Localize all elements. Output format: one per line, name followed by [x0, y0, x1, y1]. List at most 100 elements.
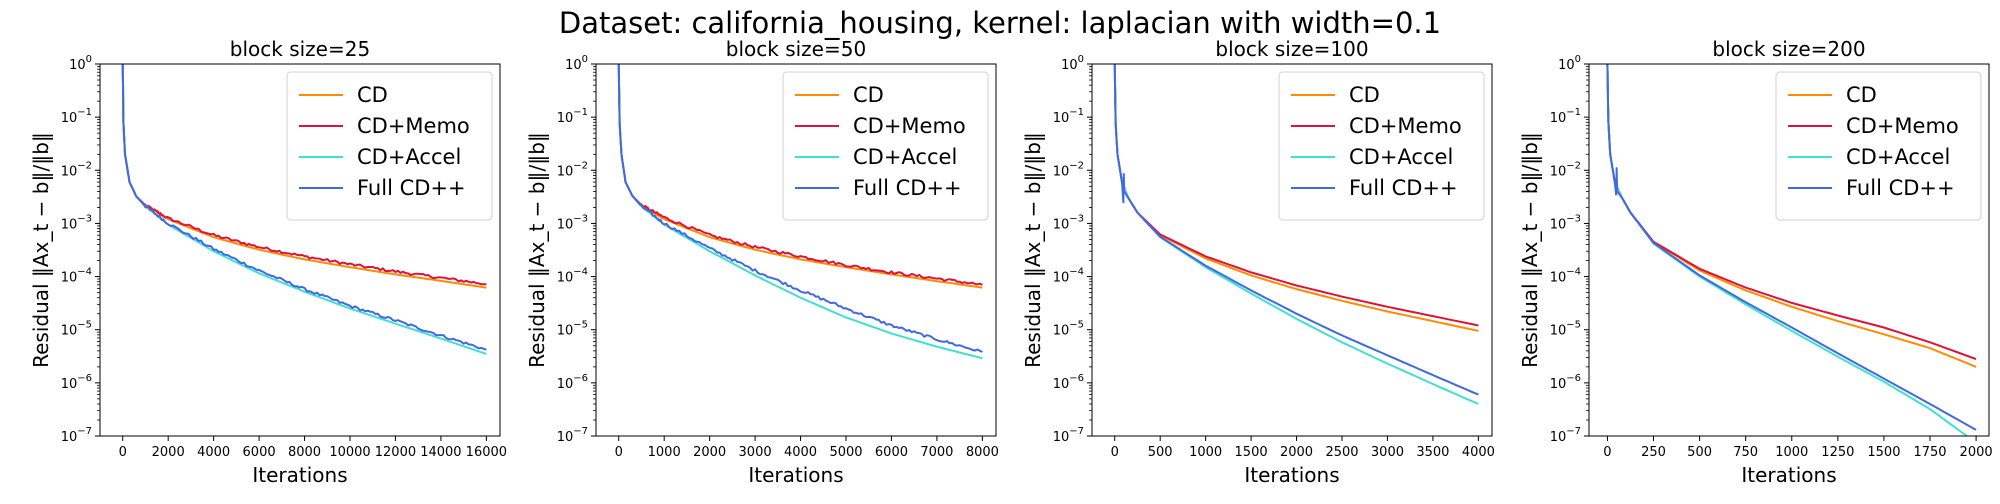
chart-panel-2: block size=50 0 1000 2000 3000 4000 5000 6000 70…	[525, 37, 999, 487]
y-tick-label: 10−2	[61, 160, 92, 179]
plot-frame	[595, 63, 997, 437]
legend-label: Full CD++	[853, 176, 962, 200]
x-tick-label: 1250	[1821, 445, 1854, 460]
y-tick-label: 10−5	[1053, 320, 1084, 339]
x-tick-label: 3000	[1371, 445, 1404, 460]
panel-title: block size=100	[1215, 37, 1368, 61]
x-axis-label: Iterations	[748, 463, 843, 487]
x-tick-label: 4000	[1462, 445, 1495, 460]
x-tick-label: 5000	[829, 445, 862, 460]
y-tick-label: 10−5	[557, 320, 588, 339]
x-tick-label: 3500	[1416, 445, 1449, 460]
legend: CD CD+Memo CD+Accel Full CD++	[1775, 71, 1982, 221]
chart-panel-3: block size=100 0 500 1000 1500 2000 2500 3000 35…	[1021, 37, 1495, 487]
x-tick-label: 10000	[329, 445, 370, 460]
y-tick-label: 10−7	[1550, 426, 1581, 445]
y-tick-label: 10−1	[1550, 107, 1581, 126]
y-tick-label: 10−4	[1550, 267, 1581, 286]
y-tick-label: 100	[1558, 54, 1581, 73]
legend-label: CD+Memo	[1349, 114, 1462, 138]
panel-title: block size=200	[1712, 37, 1865, 61]
y-tick-label: 10−4	[1053, 267, 1084, 286]
legend-label: CD+Memo	[1846, 114, 1959, 138]
x-tick-label: 750	[1733, 445, 1758, 460]
y-tick-label: 10−7	[1053, 426, 1084, 445]
legend-label: CD	[1846, 83, 1877, 107]
legend-label: CD+Memo	[853, 114, 966, 138]
series-line-full-cd-	[1606, 64, 1977, 431]
legend-box	[1278, 71, 1485, 221]
plot-frame	[99, 63, 501, 437]
x-tick-label: 2000	[1280, 445, 1313, 460]
y-tick-label: 10−5	[1550, 320, 1581, 339]
y-tick-label: 10−7	[557, 426, 588, 445]
x-tick-label: 16000	[466, 445, 507, 460]
x-tick-label: 0	[1111, 445, 1119, 460]
y-axis-label: Residual ‖Ax_t − b‖/‖b‖	[525, 132, 549, 368]
x-tick-label: 3000	[739, 445, 772, 460]
y-tick-label: 10−3	[61, 213, 92, 232]
legend-label: CD	[1349, 83, 1380, 107]
series-line-full-cd-	[121, 64, 487, 351]
legend-label: Full CD++	[1349, 176, 1458, 200]
x-tick-label: 4000	[784, 445, 817, 460]
series-group	[1113, 64, 1479, 405]
y-tick-label: 10−6	[1550, 373, 1581, 392]
legend-box	[286, 71, 493, 221]
x-tick-label: 12000	[375, 445, 416, 460]
legend-label: CD+Accel	[357, 145, 461, 169]
x-tick-label: 2500	[1325, 445, 1358, 460]
x-tick-label: 1500	[1235, 445, 1268, 460]
chart-panel-4: block size=200 0 250 500 750 1000 1250 1500 1750…	[1518, 37, 1993, 487]
y-tick-label: 10−6	[61, 373, 92, 392]
series-group	[121, 64, 487, 355]
panel-title: block size=50	[726, 37, 866, 61]
y-tick-label: 10−1	[61, 107, 92, 126]
x-tick-label: 2000	[152, 445, 185, 460]
legend-label: CD+Accel	[1349, 145, 1453, 169]
x-tick-label: 1000	[648, 445, 681, 460]
y-tick-label: 10−5	[61, 320, 92, 339]
x-tick-label: 8000	[966, 445, 999, 460]
series-line-full-cd-	[617, 64, 983, 353]
x-tick-label: 4000	[197, 445, 230, 460]
y-tick-label: 10−2	[1053, 160, 1084, 179]
legend-box	[782, 71, 989, 221]
x-tick-label: 2000	[693, 445, 726, 460]
y-tick-label: 10−6	[1053, 373, 1084, 392]
x-tick-label: 1500	[1867, 445, 1900, 460]
series-group	[617, 64, 983, 360]
y-tick-label: 10−3	[557, 213, 588, 232]
y-tick-label: 100	[69, 54, 92, 73]
legend: CD CD+Memo CD+Accel Full CD++	[782, 71, 989, 221]
y-tick-label: 10−2	[1550, 160, 1581, 179]
x-tick-label: 6000	[875, 445, 908, 460]
x-axis-label: Iterations	[1741, 463, 1836, 487]
plot-frame	[1588, 63, 1990, 437]
y-tick-label: 10−4	[61, 267, 92, 286]
x-tick-label: 6000	[243, 445, 276, 460]
legend-label: CD+Memo	[357, 114, 470, 138]
y-tick-label: 10−3	[1550, 213, 1581, 232]
y-tick-label: 10−4	[557, 267, 588, 286]
panel-title: block size=25	[230, 37, 370, 61]
y-tick-label: 100	[1061, 54, 1084, 73]
legend-label: Full CD++	[1846, 176, 1955, 200]
x-axis-label: Iterations	[1244, 463, 1339, 487]
y-tick-label: 100	[565, 54, 588, 73]
legend-box	[1775, 71, 1982, 221]
x-tick-label: 1750	[1913, 445, 1946, 460]
legend-label: CD	[357, 83, 388, 107]
x-tick-label: 2000	[1960, 445, 1993, 460]
y-tick-label: 10−7	[61, 426, 92, 445]
x-tick-label: 1000	[1775, 445, 1808, 460]
x-tick-label: 14000	[420, 445, 461, 460]
y-tick-label: 10−2	[557, 160, 588, 179]
legend-label: CD+Accel	[1846, 145, 1950, 169]
legend: CD CD+Memo CD+Accel Full CD++	[286, 71, 493, 221]
legend-label: Full CD++	[357, 176, 466, 200]
x-tick-label: 0	[1603, 445, 1611, 460]
y-tick-label: 10−6	[557, 373, 588, 392]
